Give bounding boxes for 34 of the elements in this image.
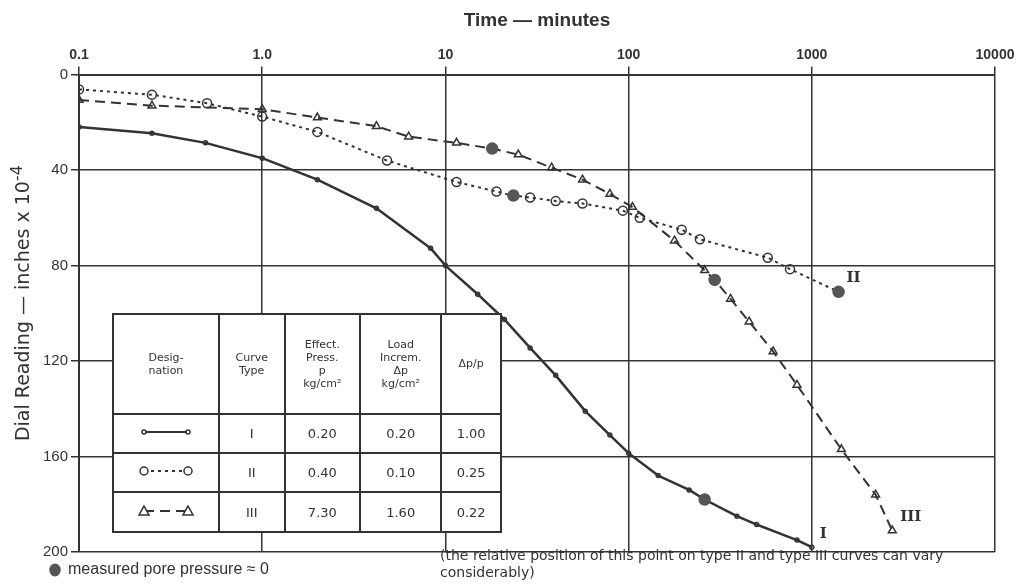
- text: 1.60: [386, 504, 416, 520]
- text: 1.00: [456, 425, 486, 441]
- x-tick-label: 1000: [796, 46, 828, 63]
- series-label: II: [846, 268, 861, 287]
- text: III: [245, 504, 258, 520]
- category-label: Desig- nation: [113, 314, 219, 414]
- legend-label: measured pore pressure ≈ 0: [68, 560, 269, 578]
- text: I: [249, 425, 254, 441]
- y-tick-label: 0: [59, 64, 69, 82]
- x-tick-label: 10: [437, 46, 454, 63]
- text: 0.40: [307, 465, 337, 481]
- x-tick-label: 1.0: [252, 46, 273, 63]
- category-label: Load Increm. Δp kg/cm²: [360, 314, 442, 414]
- category-label: Effect. Press. p kg/cm²: [284, 314, 361, 414]
- category-label: Curve Type: [218, 314, 285, 414]
- text: 0.10: [386, 465, 416, 481]
- category-label: Δp/p: [441, 314, 501, 414]
- x-tick-label: 10000: [975, 46, 1015, 63]
- series-label: III: [900, 506, 922, 525]
- x-axis-title: Time — minutes: [463, 8, 611, 30]
- text: 7.30: [307, 504, 337, 520]
- y-tick-label: 120: [43, 351, 69, 369]
- y-tick-label: 80: [51, 255, 69, 273]
- text: 0.25: [456, 465, 486, 481]
- y-tick-label: 200: [43, 542, 69, 560]
- x-tick-label: 100: [616, 46, 641, 63]
- x-tick-label: 0.1: [69, 46, 89, 63]
- text: 0.20: [307, 425, 337, 441]
- text: 0.22: [456, 504, 486, 520]
- series-label: I: [819, 523, 827, 542]
- y-tick-label: 40: [51, 160, 69, 178]
- y-tick-label: 160: [43, 446, 69, 464]
- text: 0.20: [386, 425, 416, 441]
- text: II: [247, 465, 256, 481]
